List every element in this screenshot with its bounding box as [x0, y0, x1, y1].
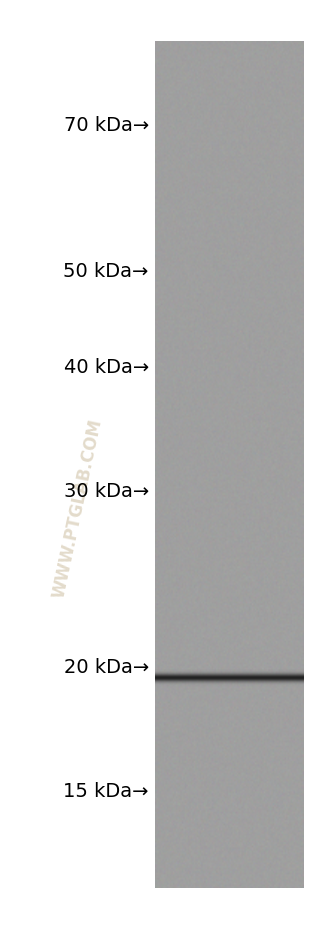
Text: 70 kDa→: 70 kDa→	[64, 116, 149, 135]
Text: 15 kDa→: 15 kDa→	[63, 782, 149, 801]
Text: 50 kDa→: 50 kDa→	[64, 262, 149, 280]
Text: 30 kDa→: 30 kDa→	[64, 482, 149, 501]
Text: 20 kDa→: 20 kDa→	[64, 658, 149, 677]
Text: 40 kDa→: 40 kDa→	[64, 358, 149, 377]
Text: WWW.PTGLAB.COM: WWW.PTGLAB.COM	[50, 417, 105, 600]
